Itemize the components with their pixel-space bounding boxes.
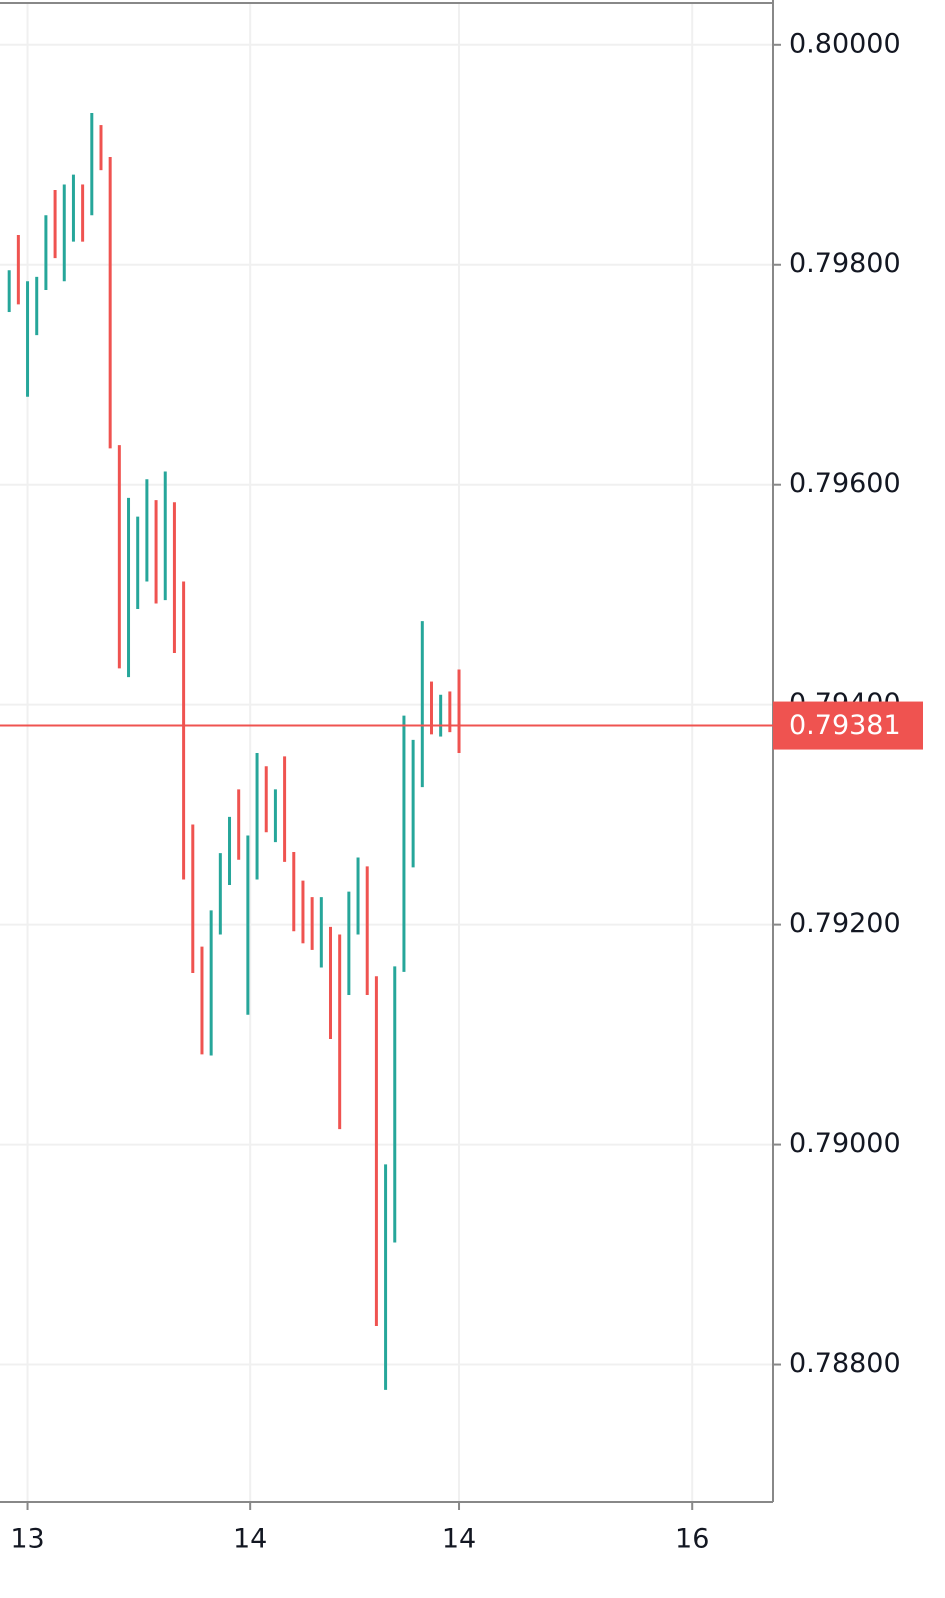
x-tick-label: 14	[233, 1524, 267, 1555]
y-tick-label: 0.80000	[789, 28, 901, 59]
x-tick-label: 14	[442, 1524, 476, 1555]
y-tick-label: 0.79000	[789, 1128, 901, 1159]
x-tick-label: 13	[10, 1524, 44, 1555]
last-price-box	[773, 701, 923, 750]
y-tick-label: 0.79200	[789, 908, 901, 939]
y-tick-label: 0.79600	[789, 468, 901, 499]
price-line: 0.79381	[0, 701, 923, 750]
axes: 0.788000.790000.792000.794000.796000.798…	[10, 28, 900, 1554]
last-price-label: 0.79381	[789, 710, 901, 741]
y-tick-label: 0.78800	[789, 1348, 901, 1379]
bars	[7, 112, 461, 1390]
y-tick-label: 0.79800	[789, 248, 901, 279]
x-tick-label: 16	[675, 1524, 709, 1555]
